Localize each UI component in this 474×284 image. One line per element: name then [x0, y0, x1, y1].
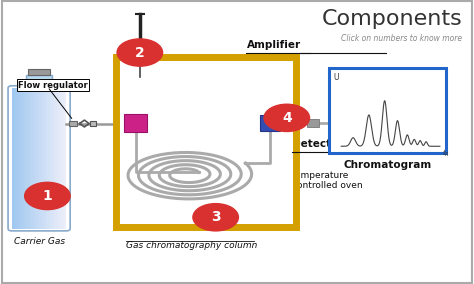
Bar: [26, 75, 52, 88]
Bar: [58, 88, 61, 229]
Bar: [28, 69, 50, 75]
Bar: [17, 88, 20, 229]
Text: Carrier Gas: Carrier Gas: [14, 237, 64, 246]
Bar: [55, 88, 58, 229]
Bar: [42, 88, 45, 229]
Bar: [116, 57, 296, 227]
Bar: [45, 88, 47, 229]
Bar: [36, 88, 39, 229]
Bar: [53, 88, 55, 229]
Text: 4: 4: [282, 111, 292, 125]
Bar: [329, 68, 446, 153]
Text: Components: Components: [321, 9, 462, 28]
Bar: [15, 88, 17, 229]
Bar: [64, 88, 66, 229]
Circle shape: [25, 182, 70, 210]
Circle shape: [117, 39, 163, 66]
Bar: [47, 88, 50, 229]
Text: Amplifier: Amplifier: [246, 40, 301, 50]
Bar: [12, 88, 15, 229]
Bar: [61, 88, 64, 229]
Text: Gas chromatography column: Gas chromatography column: [126, 241, 257, 250]
Text: 2: 2: [135, 45, 145, 60]
Bar: [34, 88, 36, 229]
Bar: [26, 88, 28, 229]
Circle shape: [264, 104, 310, 131]
Bar: [307, 119, 319, 127]
Text: Click on numbers to know more: Click on numbers to know more: [341, 34, 462, 43]
Text: Chromatogram: Chromatogram: [343, 160, 432, 170]
Text: $t_R$: $t_R$: [442, 148, 449, 159]
Text: 1: 1: [43, 189, 52, 203]
Text: Split/splitless injector: Split/splitless injector: [164, 61, 275, 70]
Bar: [90, 121, 96, 126]
Bar: [28, 88, 31, 229]
Bar: [23, 88, 26, 229]
Circle shape: [193, 204, 238, 231]
Bar: [20, 88, 23, 229]
Text: Detector: Detector: [292, 139, 343, 149]
Text: U: U: [333, 73, 339, 82]
Bar: [39, 88, 42, 229]
Text: 3: 3: [211, 210, 220, 224]
Bar: [69, 121, 77, 126]
Text: Flow regulator: Flow regulator: [18, 81, 88, 90]
Bar: [124, 114, 147, 132]
Text: Temperature
controlled oven: Temperature controlled oven: [292, 171, 362, 190]
Bar: [31, 88, 34, 229]
Bar: [50, 88, 53, 229]
Bar: [260, 115, 280, 131]
